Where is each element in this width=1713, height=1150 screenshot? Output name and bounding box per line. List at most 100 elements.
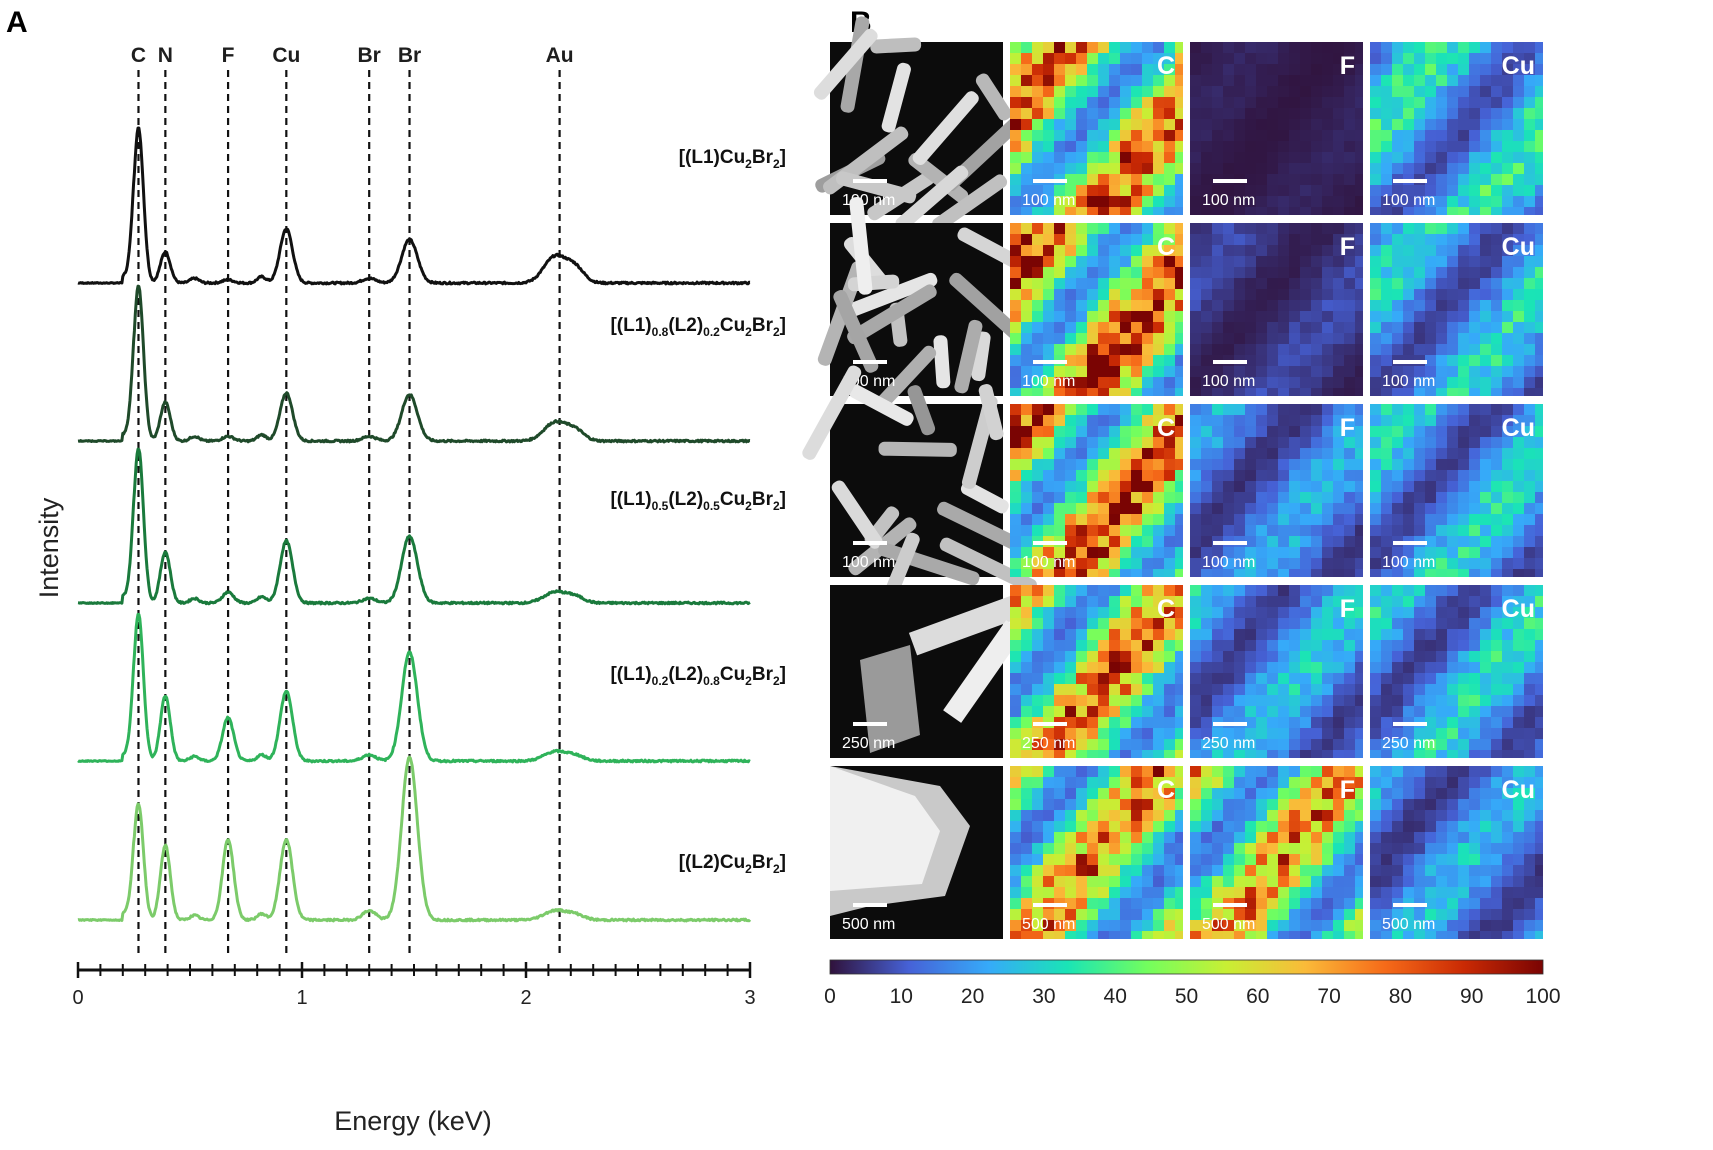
spectrum-line-3 <box>77 447 751 606</box>
spectrum-line-4 <box>77 612 751 764</box>
map-element-label: C <box>1157 233 1175 261</box>
x-axis-title: Energy (keV) <box>334 1106 492 1136</box>
scale-bar-label: 250 nm <box>1382 735 1435 752</box>
element-line-label: Au <box>546 44 574 67</box>
scale-bar <box>1213 360 1247 364</box>
scale-bar <box>1213 541 1247 545</box>
map-element-label: C <box>1157 52 1175 80</box>
cu-map: Cu 100 nm <box>1370 223 1543 396</box>
haadf-image: 500 nm <box>830 766 1003 939</box>
scale-bar <box>1033 179 1067 183</box>
scale-bar-label: 100 nm <box>1382 192 1435 209</box>
scale-bar-label: 100 nm <box>1202 554 1255 571</box>
map-element-label: Cu <box>1502 776 1535 804</box>
series-label: [(L1)0.2(L2)0.8Cu2Br2] <box>610 664 786 688</box>
element-line-label: Br <box>358 44 381 67</box>
scale-bar-label: 100 nm <box>1202 192 1255 209</box>
map-element-label: C <box>1157 414 1175 442</box>
scale-bar <box>1393 541 1427 545</box>
map-element-label: C <box>1157 595 1175 623</box>
series-label: [(L1)Cu2Br2] <box>679 147 786 171</box>
spectrum-line-1 <box>77 126 751 286</box>
scale-bar <box>853 360 887 364</box>
scale-bar <box>1393 360 1427 364</box>
c-map: C 100 nm <box>1010 223 1183 396</box>
series-label: [(L1)0.8(L2)0.2Cu2Br2] <box>610 315 786 339</box>
f-map: F 100 nm <box>1190 223 1363 396</box>
colorbar: 0 10 20 30 40 50 60 70 80 90 100 <box>824 959 1561 1008</box>
c-map: C 100 nm <box>1010 404 1183 577</box>
scale-bar-label: 100 nm <box>1202 373 1255 390</box>
element-line-label: Br <box>398 44 421 67</box>
scale-bar-label: 250 nm <box>842 735 895 752</box>
map-element-label: Cu <box>1502 414 1535 442</box>
spectrum-line-5 <box>77 755 752 923</box>
colorbar-tick-label: 30 <box>1032 985 1055 1008</box>
scale-bar <box>1033 903 1067 907</box>
c-map: C 100 nm <box>1010 42 1183 215</box>
map-element-label: F <box>1340 414 1355 442</box>
element-line-label: C <box>131 44 146 67</box>
scale-bar-label: 100 nm <box>842 554 895 571</box>
map-element-label: F <box>1340 776 1355 804</box>
x-tick-label: 0 <box>72 987 83 1009</box>
scale-bar <box>1033 541 1067 545</box>
scale-bar-label: 500 nm <box>842 916 895 933</box>
map-element-label: C <box>1157 776 1175 804</box>
scale-bar <box>1033 722 1067 726</box>
colorbar-tick-label: 0 <box>824 985 836 1008</box>
scale-bar-label: 100 nm <box>1022 192 1075 209</box>
scale-bar-label: 500 nm <box>1022 916 1075 933</box>
f-map: F 100 nm <box>1190 42 1363 215</box>
scale-bar <box>1213 179 1247 183</box>
colorbar-tick-label: 80 <box>1389 985 1412 1008</box>
series-label: [(L1)0.5(L2)0.5Cu2Br2] <box>610 489 786 513</box>
c-map: C 250 nm <box>1010 585 1183 758</box>
cu-map: Cu 100 nm <box>1370 404 1543 577</box>
scale-bar-label: 500 nm <box>1202 916 1255 933</box>
f-map: F 250 nm <box>1190 585 1363 758</box>
element-line-label: F <box>222 44 235 67</box>
scale-bar <box>1213 903 1247 907</box>
x-tick-label: 1 <box>296 987 307 1009</box>
scale-bar <box>1393 179 1427 183</box>
spectra-series <box>77 126 752 923</box>
f-map: F 100 nm <box>1190 404 1363 577</box>
scale-bar <box>853 903 887 907</box>
scale-bar-label: 250 nm <box>1022 735 1075 752</box>
scale-bar-label: 500 nm <box>1382 916 1435 933</box>
haadf-image: 250 nm <box>830 585 1025 758</box>
map-element-label: F <box>1340 595 1355 623</box>
cu-map: Cu 250 nm <box>1370 585 1543 758</box>
scale-bar-label: 100 nm <box>1022 554 1075 571</box>
element-line-label: N <box>158 44 173 67</box>
eds-spectra-chart: C N F Cu Br Br Au [(L1)Cu2Br2] [(L1)0.8(L2)0.2C… <box>34 44 786 1136</box>
colorbar-tick-label: 90 <box>1460 985 1483 1008</box>
x-tick-label: 3 <box>744 987 755 1009</box>
y-axis-title: Intensity <box>34 497 64 598</box>
spectrum-line-2 <box>77 284 751 444</box>
map-element-label: Cu <box>1502 52 1535 80</box>
f-map: F 500 nm <box>1190 766 1363 939</box>
map-element-label: Cu <box>1502 233 1535 261</box>
map-element-label: F <box>1340 52 1355 80</box>
colorbar-tick-label: 70 <box>1317 985 1340 1008</box>
colorbar-tick-label: 40 <box>1104 985 1127 1008</box>
scale-bar <box>1393 903 1427 907</box>
series-labels: [(L1)Cu2Br2] [(L1)0.8(L2)0.2Cu2Br2] [(L1)0… <box>610 147 786 876</box>
scale-bar-label: 250 nm <box>1202 735 1255 752</box>
scale-bar-label: 100 nm <box>1022 373 1075 390</box>
cu-map: Cu 500 nm <box>1370 766 1543 939</box>
map-element-label: F <box>1340 233 1355 261</box>
scale-bar-label: 100 nm <box>1382 373 1435 390</box>
map-element-label: Cu <box>1502 595 1535 623</box>
scale-bar <box>1393 722 1427 726</box>
colorbar-tick-label: 60 <box>1246 985 1269 1008</box>
scale-bar <box>853 541 887 545</box>
cu-map: Cu 100 nm <box>1370 42 1543 215</box>
haadf-image: 100 nm <box>817 196 1042 425</box>
scale-bar <box>1213 722 1247 726</box>
